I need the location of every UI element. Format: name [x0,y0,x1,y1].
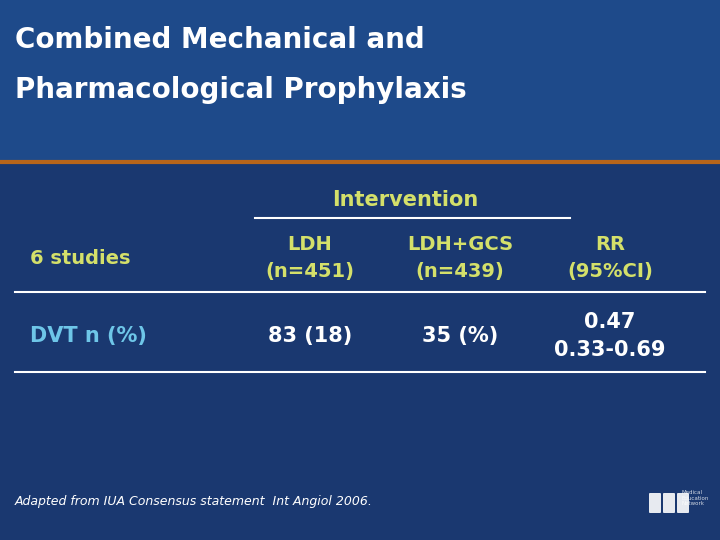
Text: Adapted from IUA Consensus statement  Int Angiol 2006.: Adapted from IUA Consensus statement Int… [15,496,373,509]
Text: 83 (18): 83 (18) [268,326,352,346]
Text: Combined Mechanical and: Combined Mechanical and [15,26,425,54]
Text: 0.33-0.69: 0.33-0.69 [554,340,666,360]
Text: 0.47: 0.47 [585,312,636,332]
Text: (n=451): (n=451) [266,262,354,281]
FancyBboxPatch shape [663,493,675,513]
Text: Medical
Education
Network: Medical Education Network [682,490,709,507]
Text: (n=439): (n=439) [415,262,505,281]
Text: 6 studies: 6 studies [30,249,130,268]
Text: RR: RR [595,235,625,254]
Text: LDH+GCS: LDH+GCS [407,235,513,254]
Text: Pharmacological Prophylaxis: Pharmacological Prophylaxis [15,76,467,104]
Text: LDH: LDH [287,235,333,254]
Text: Intervention: Intervention [332,190,478,210]
Text: 35 (%): 35 (%) [422,326,498,346]
Text: (95%CI): (95%CI) [567,262,653,281]
FancyBboxPatch shape [677,493,689,513]
Bar [0,0,720,160]
FancyBboxPatch shape [649,493,661,513]
Text: DVT n (%): DVT n (%) [30,326,147,346]
